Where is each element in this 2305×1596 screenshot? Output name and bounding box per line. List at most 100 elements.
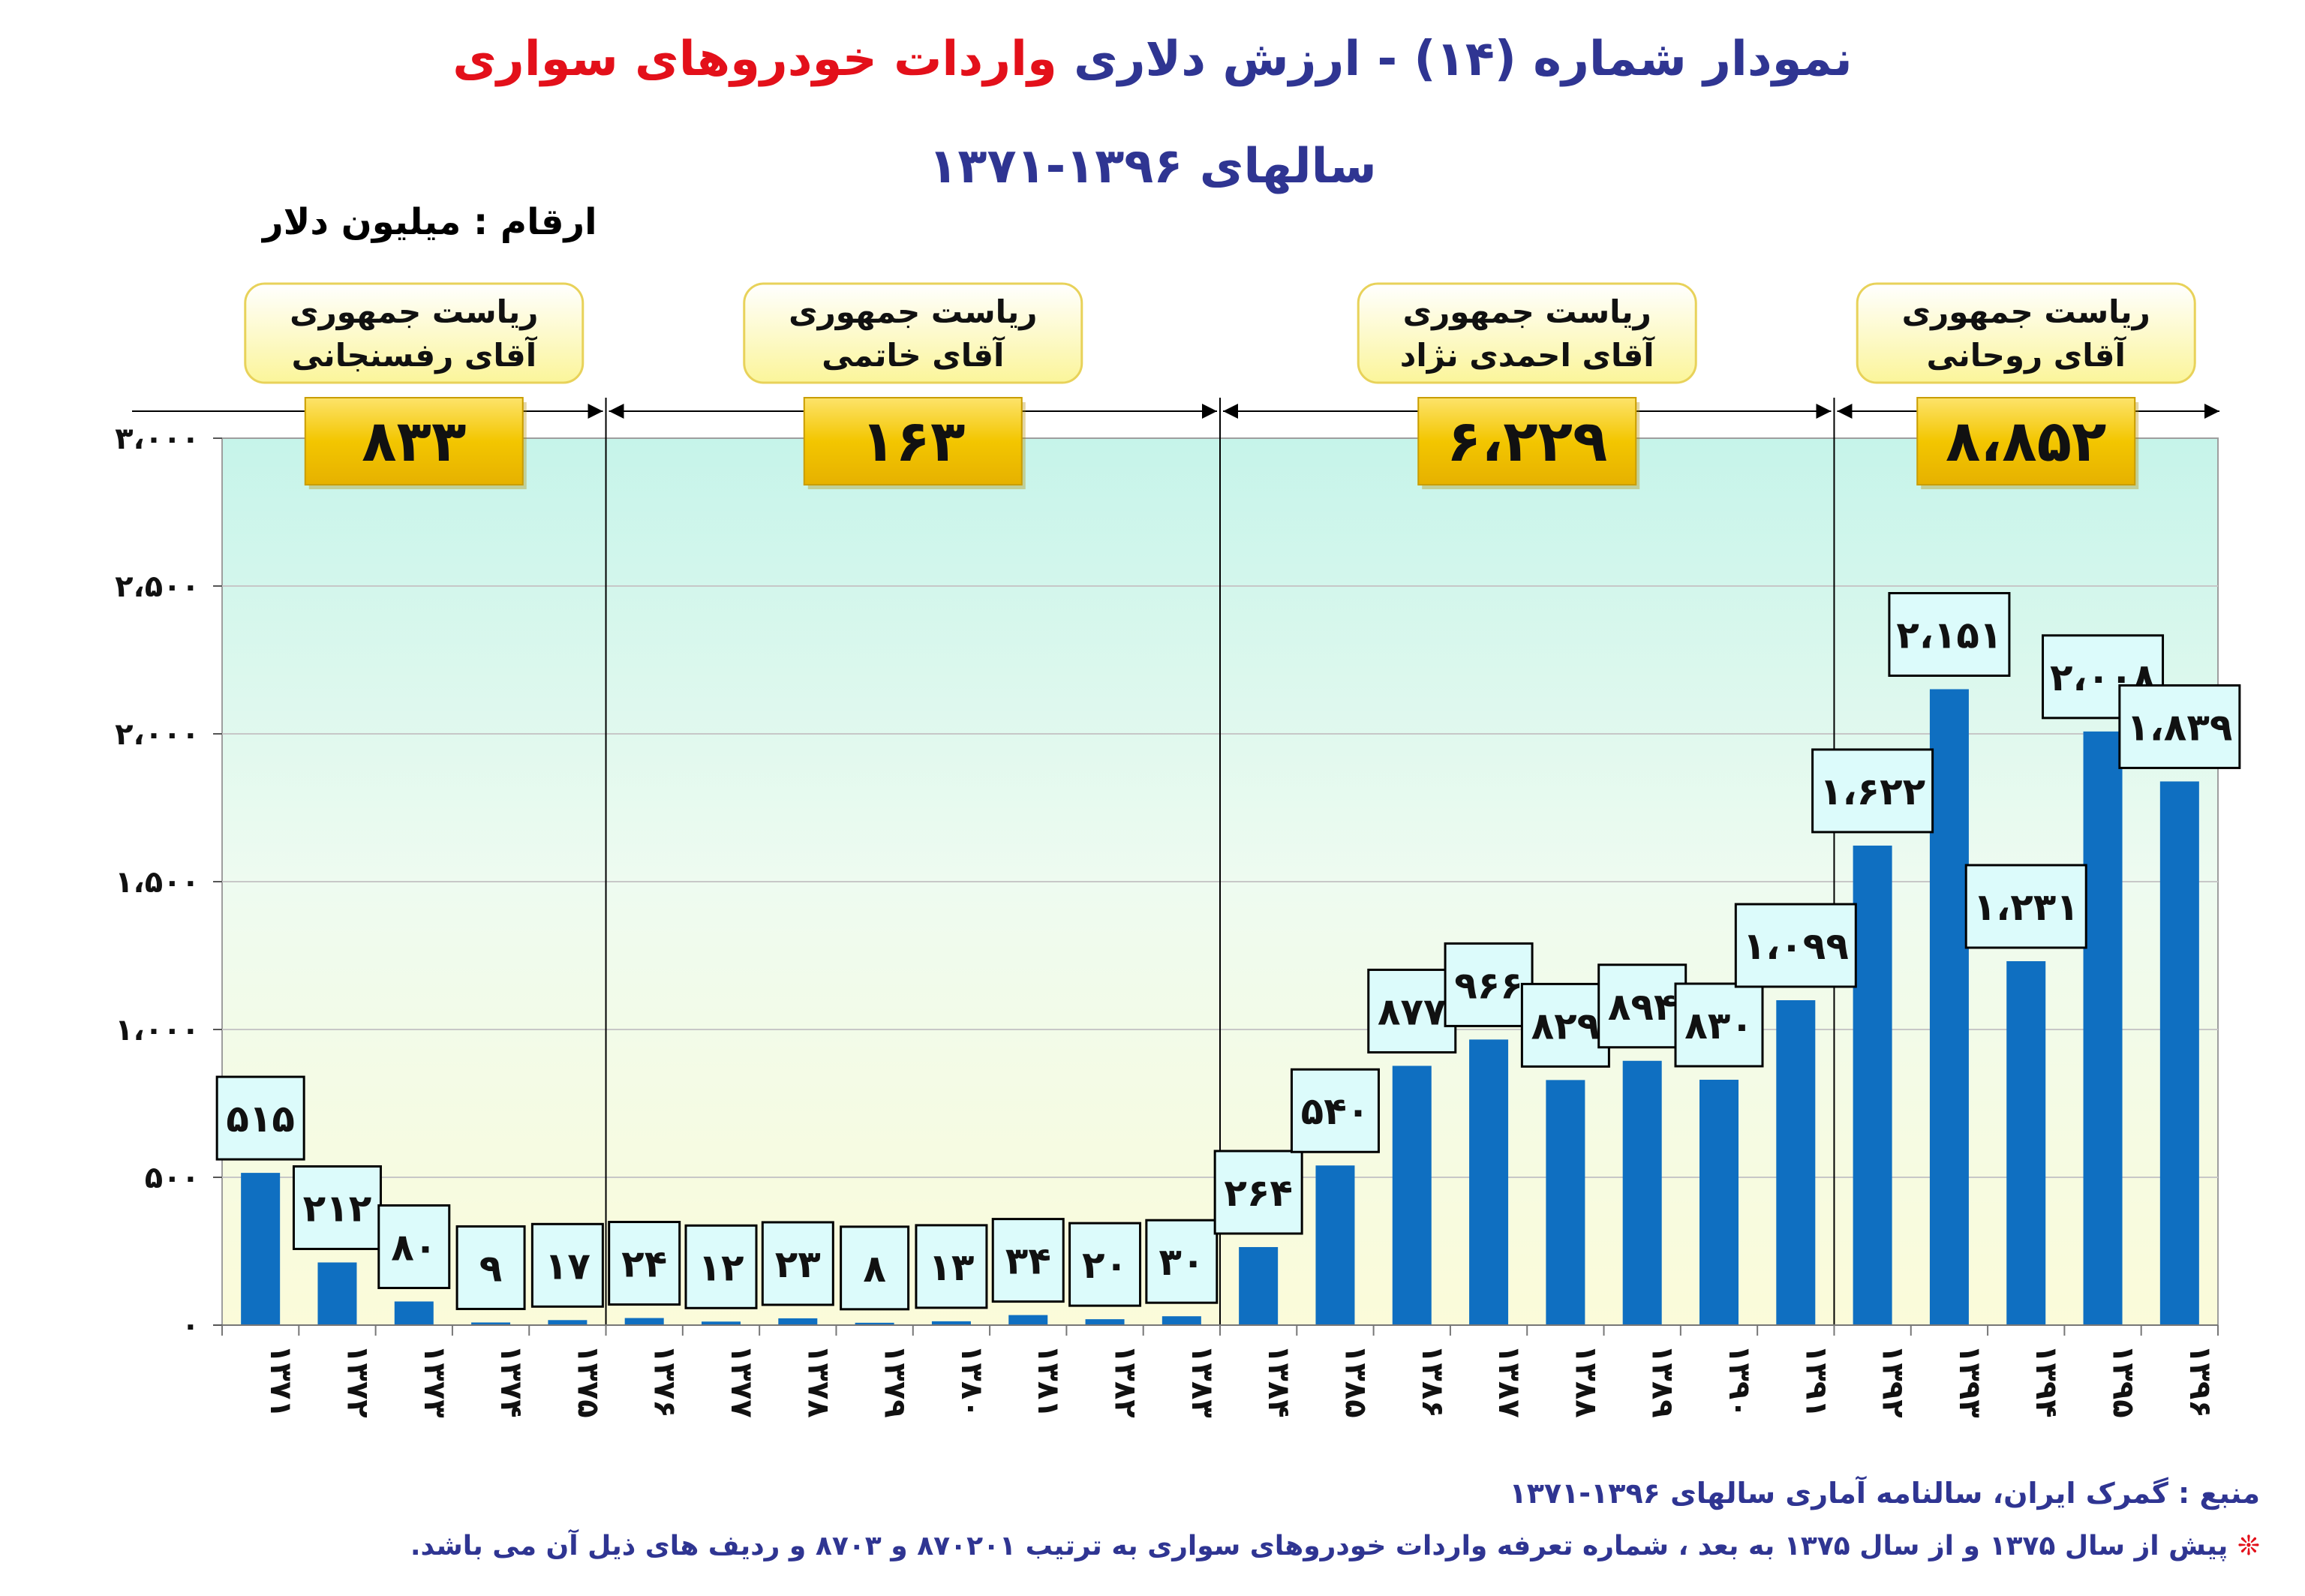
value-label: ۲۳ (775, 1243, 821, 1286)
value-label-box (1213, 1150, 1303, 1235)
period-callout-line2: آقای خاتمی (822, 336, 1005, 374)
x-tick-label: ۱۳۷۱ (263, 1345, 298, 1418)
period-callout-line2: آقای رفسنجانی (291, 336, 537, 374)
x-tick-label: ۱۳۸۴ (1261, 1345, 1296, 1418)
x-tick-label: ۱۳۹۰ (1722, 1345, 1757, 1418)
period-total-value: ۶،۲۲۹ (1447, 407, 1607, 474)
bar (624, 1318, 664, 1325)
bar (931, 1321, 971, 1325)
bar (241, 1173, 281, 1325)
x-tick-label: ۱۳۷۲ (340, 1345, 374, 1418)
period-callout-line1: ریاست جمهوری (1902, 293, 2150, 331)
bar (855, 1322, 894, 1325)
x-tick-label: ۱۳۹۲ (1876, 1345, 1910, 1418)
x-tick-label: ۱۳۹۳ (1952, 1345, 1987, 1418)
x-tick-label: ۱۳۷۵ (570, 1345, 605, 1418)
bar (1776, 999, 1816, 1325)
bar (548, 1320, 588, 1325)
period-total-badge (803, 397, 1023, 485)
period-callout-line2: آقای روحانی (1927, 336, 2127, 374)
x-tick-label: ۱۳۸۶ (1415, 1345, 1450, 1418)
value-label-box (915, 1224, 988, 1309)
bar (778, 1318, 818, 1325)
bar (1622, 1060, 1662, 1325)
value-label-box (1290, 1068, 1380, 1153)
value-label-box (1145, 1219, 1219, 1304)
value-label: ۱۷ (545, 1244, 591, 1288)
value-label-box (761, 1221, 834, 1306)
value-label: ۱،۶۲۲ (1820, 770, 1925, 813)
bar (2083, 731, 2123, 1325)
bar (394, 1301, 434, 1325)
footnote-star-icon: ❊ (2237, 1531, 2260, 1561)
value-label-box (1520, 982, 1610, 1068)
unit-label: ارقام : میلیون دلار (263, 201, 597, 243)
x-tick-label: ۱۳۸۵ (1338, 1345, 1372, 1418)
footnote-text: پیش از سال ۱۳۷۵ و از سال ۱۳۷۵ به بعد ، ش… (410, 1531, 2237, 1561)
x-tick-label: ۱۳۹۶ (2183, 1345, 2217, 1418)
x-tick-label: ۱۳۸۸ (1568, 1345, 1603, 1418)
value-label-box (608, 1221, 681, 1306)
y-tick-label: ۲،۰۰۰ (115, 717, 200, 752)
value-label: ۳۴ (1005, 1240, 1051, 1283)
value-label-box (684, 1224, 758, 1309)
bar (1853, 845, 1892, 1325)
value-label-box (377, 1204, 451, 1289)
value-label: ۲،۱۵۱ (1896, 614, 2002, 657)
bar (1315, 1165, 1355, 1325)
x-tick-label: ۱۳۷۴ (494, 1345, 528, 1418)
period-callout-line2: آقای احمدی نژاد (1400, 336, 1655, 374)
value-label: ۸۹۴ (1608, 985, 1677, 1029)
value-label-box (1734, 903, 1857, 988)
value-label-box (1367, 968, 1457, 1053)
source-note: منبع : گمرک ایران، سالنامه آماری سالهای … (1509, 1477, 2260, 1510)
period-callout (1357, 282, 1697, 384)
value-label-box (1811, 748, 1934, 834)
period-callout-line1: ریاست جمهوری (1403, 293, 1651, 331)
period-total-badge (304, 397, 524, 485)
period-callout-line1: ریاست جمهوری (789, 293, 1037, 331)
chart-title-line2: سالهای ۱۳۹۶-۱۳۷۱ (928, 139, 1377, 194)
value-label: ۱،۲۳۱ (1973, 885, 2079, 929)
x-tick-label: ۱۳۸۹ (1645, 1345, 1680, 1418)
value-label: ۵۴۰ (1301, 1090, 1370, 1133)
value-label: ۸ (863, 1247, 886, 1291)
bar (2159, 781, 2199, 1325)
x-tick-label: ۱۳۹۴ (2029, 1345, 2063, 1418)
period-callout (244, 282, 585, 384)
value-label-box (991, 1218, 1065, 1303)
footnote: ❊ پیش از سال ۱۳۷۵ و از سال ۱۳۷۵ به بعد ،… (410, 1531, 2260, 1561)
value-label-box (292, 1165, 382, 1250)
period-callout (1856, 282, 2196, 384)
value-label: ۲۶۴ (1224, 1171, 1293, 1215)
x-tick-label: ۱۳۸۱ (1031, 1345, 1065, 1418)
value-label: ۱۳ (928, 1246, 974, 1289)
value-label-box (1597, 963, 1687, 1049)
value-label-box (1888, 592, 2011, 678)
bar (1085, 1319, 1125, 1325)
x-tick-label: ۱۳۷۹ (878, 1345, 912, 1418)
x-tick-label: ۱۳۹۵ (2106, 1345, 2141, 1418)
value-label-box (2042, 634, 2165, 720)
value-label-box (455, 1225, 526, 1310)
value-label: ۸۳۰ (1684, 1004, 1754, 1047)
title-part-blue: نمودار شماره (۱۴) - ارزش دلاری (1056, 32, 1853, 87)
bar (2006, 960, 2046, 1325)
x-tick-label: ۱۳۷۶ (648, 1345, 682, 1418)
value-label-box (1964, 864, 2087, 949)
x-tick-label: ۱۳۷۳ (417, 1345, 452, 1418)
value-label: ۸۷۷ (1378, 990, 1447, 1033)
bar (1546, 1080, 1585, 1325)
value-label: ۵۱۵ (226, 1097, 295, 1141)
y-tick-label: ۰ (182, 1309, 200, 1343)
y-tick-label: ۱،۰۰۰ (115, 1013, 200, 1047)
bar (1469, 1039, 1509, 1325)
bar (1699, 1079, 1739, 1325)
value-label: ۱۲ (698, 1246, 744, 1289)
value-label: ۲۴ (621, 1243, 667, 1286)
bar (317, 1262, 357, 1325)
y-tick-label: ۳،۰۰۰ (115, 422, 200, 456)
value-label: ۱،۰۹۹ (1743, 924, 1849, 968)
value-label-box (1674, 982, 1764, 1068)
